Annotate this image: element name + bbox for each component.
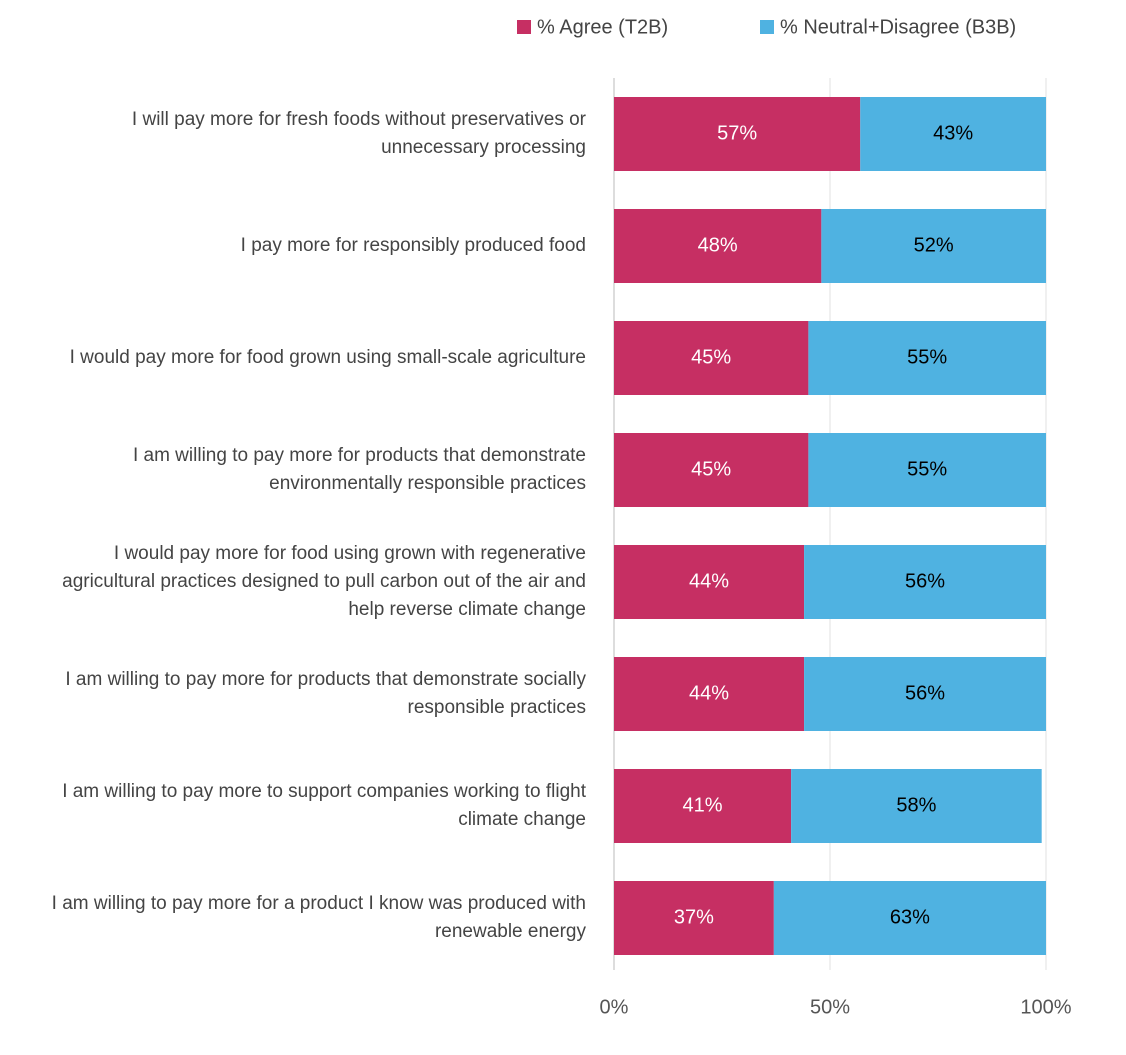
bar-segment <box>791 769 1042 843</box>
data-label: 48% <box>698 234 738 256</box>
data-label: 45% <box>691 458 731 480</box>
data-label: 63% <box>890 906 930 928</box>
legend-swatch <box>760 20 774 34</box>
data-label: 55% <box>907 346 947 368</box>
bar-segment <box>614 433 809 507</box>
y-tick-label: I am willing to pay more for products th… <box>132 445 586 494</box>
legend-swatch <box>517 20 531 34</box>
x-tick-label: 50% <box>810 996 850 1018</box>
x-tick-label: 0% <box>600 996 629 1018</box>
bar-segment <box>614 209 822 283</box>
bar-segment <box>804 657 1046 731</box>
category-label-box: I am willing to pay more to support comp… <box>30 750 586 862</box>
bar-segment <box>860 97 1046 171</box>
bar-segment <box>808 321 1046 395</box>
data-label: 43% <box>933 122 973 144</box>
y-tick-label: I am willing to pay more for a product I… <box>51 893 586 942</box>
category-label-box: I am willing to pay more for a product I… <box>30 862 586 974</box>
y-tick-label: I am willing to pay more for products th… <box>65 669 586 718</box>
category-label-box: I am willing to pay more for products th… <box>30 638 586 750</box>
data-label: 44% <box>689 682 729 704</box>
legend-label: % Neutral+Disagree (B3B) <box>780 16 1016 38</box>
y-tick-label: I pay more for responsibly produced food <box>240 235 586 256</box>
data-label: 56% <box>905 682 945 704</box>
bar-segment <box>614 657 805 731</box>
category-label-box: I would pay more for food using grown wi… <box>30 526 586 638</box>
bar-segment <box>614 769 792 843</box>
category-label-box: I would pay more for food grown using sm… <box>30 302 586 414</box>
data-label: 55% <box>907 458 947 480</box>
category-label-box: I pay more for responsibly produced food <box>30 190 586 302</box>
data-label: 58% <box>896 794 936 816</box>
x-tick-label: 100% <box>1020 996 1071 1018</box>
data-label: 45% <box>691 346 731 368</box>
y-tick-label: I will pay more for fresh foods without … <box>131 109 586 158</box>
bar-segment <box>614 97 861 171</box>
bar-segment <box>821 209 1046 283</box>
bar-segment <box>808 433 1046 507</box>
category-label-box: I am willing to pay more for products th… <box>30 414 586 526</box>
data-label: 56% <box>905 570 945 592</box>
y-tick-label: I would pay more for food grown using sm… <box>69 347 586 368</box>
category-label-box: I will pay more for fresh foods without … <box>30 78 586 190</box>
bar-segment <box>614 321 809 395</box>
data-label: 41% <box>683 794 723 816</box>
data-label: 37% <box>674 906 714 928</box>
bar-segment <box>614 881 774 955</box>
legend-label: % Agree (T2B) <box>537 16 668 38</box>
bar-segment <box>773 881 1046 955</box>
bar-segment <box>614 545 805 619</box>
data-label: 57% <box>717 122 757 144</box>
data-label: 52% <box>914 234 954 256</box>
bar-segment <box>804 545 1046 619</box>
y-tick-label: I am willing to pay more to support comp… <box>62 781 586 830</box>
data-label: 44% <box>689 570 729 592</box>
y-tick-label: I would pay more for food using grown wi… <box>62 543 586 620</box>
